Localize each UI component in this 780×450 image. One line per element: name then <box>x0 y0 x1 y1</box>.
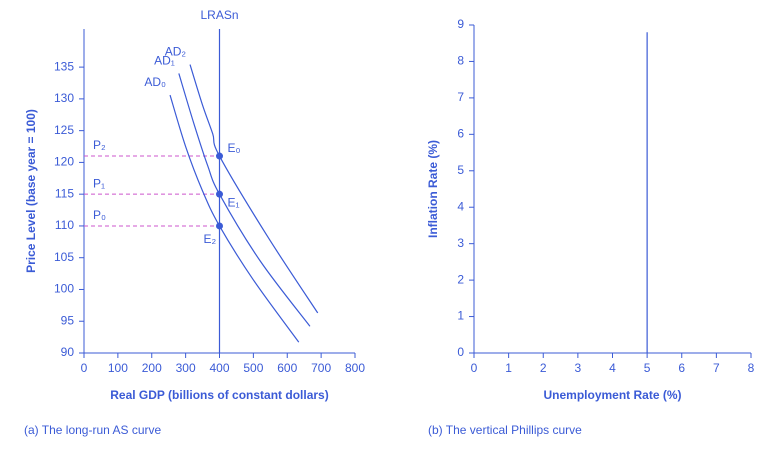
point-label: E₀ <box>228 141 241 155</box>
x-tick-label: 4 <box>609 361 616 375</box>
x-tick-label: 200 <box>142 361 162 375</box>
x-tick-label: 1 <box>505 361 512 375</box>
x-tick-label: 100 <box>108 361 128 375</box>
y-tick-label: 120 <box>54 155 74 169</box>
y-tick-label: 7 <box>457 90 464 104</box>
x-tick-label: 500 <box>243 361 263 375</box>
x-tick-label: 700 <box>311 361 331 375</box>
ad-curve <box>189 64 319 314</box>
ad-curve <box>178 73 311 327</box>
y-tick-label: 95 <box>61 313 75 327</box>
y-tick-label: 100 <box>54 282 74 296</box>
legend-label: AD₂ <box>165 45 187 59</box>
y-tick-label: 125 <box>54 123 74 137</box>
y-tick-label: 105 <box>54 250 74 264</box>
vertical-line-label: LRASn <box>200 8 238 22</box>
legend-label: AD₀ <box>144 75 166 89</box>
y-tick-label: 9 <box>457 17 464 31</box>
point-label: E₂ <box>204 232 217 246</box>
x-axis-label: Real GDP (billions of constant dollars) <box>110 388 328 402</box>
level-label: P₁ <box>93 176 105 190</box>
equilibrium-point <box>216 190 223 198</box>
level-label: P₀ <box>93 208 106 222</box>
x-tick-label: 7 <box>713 361 720 375</box>
y-tick-label: 2 <box>457 272 464 286</box>
y-axis-label: Price Level (base year = 100) <box>24 109 38 273</box>
x-axis-label: Unemployment Rate (%) <box>543 388 681 402</box>
x-tick-label: 600 <box>277 361 297 375</box>
y-tick-label: 0 <box>457 345 464 359</box>
x-tick-label: 0 <box>81 361 88 375</box>
y-tick-label: 110 <box>55 218 74 232</box>
y-tick-label: 5 <box>457 163 464 177</box>
y-tick-label: 1 <box>457 309 464 323</box>
y-tick-label: 90 <box>61 345 75 359</box>
caption: (b) The vertical Phillips curve <box>428 423 582 437</box>
y-tick-label: 3 <box>457 236 464 250</box>
caption: (a) The long-run AS curve <box>24 423 162 437</box>
y-tick-label: 135 <box>54 59 74 73</box>
equilibrium-point <box>216 222 223 230</box>
x-tick-label: 400 <box>209 361 229 375</box>
level-label: P₂ <box>93 138 106 152</box>
point-label: E₁ <box>228 195 240 209</box>
legend-label: AD₁ <box>154 54 175 68</box>
x-tick-label: 5 <box>644 361 651 375</box>
y-tick-label: 4 <box>457 199 464 213</box>
x-tick-label: 6 <box>678 361 685 375</box>
y-tick-label: 6 <box>457 127 464 141</box>
ad-curve <box>169 94 300 343</box>
x-tick-label: 800 <box>345 361 365 375</box>
x-tick-label: 300 <box>176 361 196 375</box>
y-axis-label: Inflation Rate (%) <box>426 140 440 238</box>
equilibrium-point <box>216 152 223 160</box>
x-tick-label: 2 <box>540 361 547 375</box>
y-tick-label: 8 <box>457 54 464 68</box>
y-tick-label: 115 <box>55 186 74 200</box>
x-tick-label: 3 <box>575 361 582 375</box>
x-tick-label: 8 <box>748 361 755 375</box>
x-tick-label: 0 <box>471 361 478 375</box>
y-tick-label: 130 <box>54 91 74 105</box>
